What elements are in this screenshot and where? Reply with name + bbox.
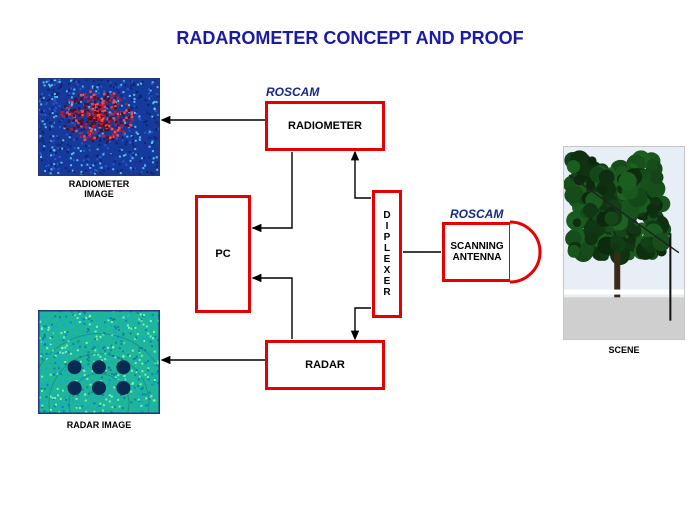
radar-box: RADAR — [265, 340, 385, 390]
diagram-stage: RADAROMETER CONCEPT AND PROOF RADIOMETER… — [0, 0, 700, 524]
scanning-antenna-box: SCANNING ANTENNA — [442, 222, 512, 282]
roscam-label-top: ROSCAM — [266, 85, 319, 99]
radiometer-box: RADIOMETER — [265, 101, 385, 151]
scene-image — [563, 146, 685, 340]
roscam-label-right: ROSCAM — [450, 207, 503, 221]
radiometer-image — [38, 78, 160, 176]
scanning-antenna-dome — [509, 219, 545, 285]
radiometer-image-caption: RADIOMETER IMAGE — [38, 179, 160, 199]
diplexer-box: D I P L E X E R — [372, 190, 402, 318]
radar-image — [38, 310, 160, 414]
pc-box: PC — [195, 195, 251, 313]
page-title: RADAROMETER CONCEPT AND PROOF — [0, 28, 700, 49]
scene-caption: SCENE — [563, 345, 685, 355]
radar-image-caption: RADAR IMAGE — [38, 420, 160, 430]
